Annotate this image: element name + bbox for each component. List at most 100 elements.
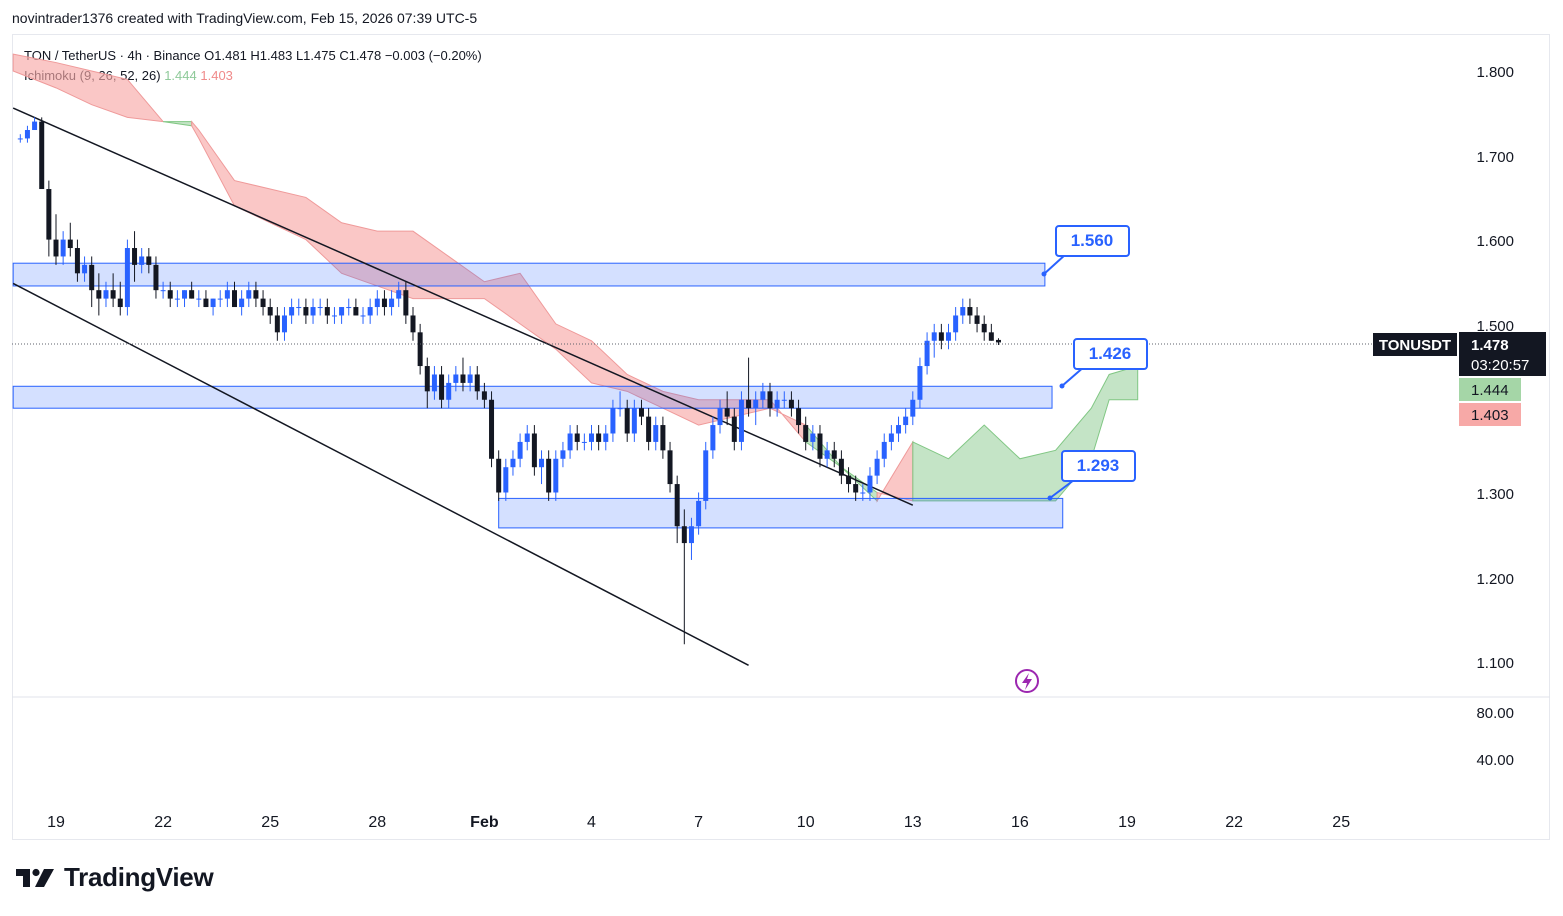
candle-body <box>431 374 437 392</box>
candle <box>324 298 330 324</box>
candle <box>53 214 59 265</box>
candle <box>232 281 237 308</box>
callout-1560[interactable]: 1.560 <box>1041 225 1130 277</box>
callout-box <box>1073 338 1148 370</box>
candle <box>217 290 223 308</box>
candle-body <box>917 366 923 400</box>
symbol-ohlc-line[interactable]: TON / TetherUS · 4h · Binance O1.481 H1.… <box>24 48 482 63</box>
candle <box>381 290 387 316</box>
candle-body <box>888 433 894 442</box>
candle-body <box>82 264 88 274</box>
candle <box>960 298 966 324</box>
candle <box>738 391 744 451</box>
zone-1.426[interactable] <box>12 385 1053 409</box>
candle <box>753 391 759 426</box>
x-tick-label: 19 <box>47 814 65 831</box>
candle <box>560 441 566 468</box>
bar-countdown-text: 03:20:57 <box>1471 357 1529 374</box>
candle <box>703 441 709 510</box>
candle <box>638 399 644 426</box>
candle <box>296 298 302 316</box>
candle-body <box>32 121 38 131</box>
candle-body <box>182 290 188 299</box>
candle-body <box>560 450 566 459</box>
candle <box>203 290 209 308</box>
upper-trendline[interactable] <box>12 107 914 506</box>
candle-body <box>460 374 466 383</box>
callout-1293[interactable]: 1.293 <box>1047 450 1136 501</box>
candle-body <box>310 307 316 316</box>
candle <box>546 450 552 501</box>
cloud-bullish <box>163 121 193 127</box>
candle <box>746 357 752 417</box>
candle <box>731 408 737 451</box>
candle-body <box>824 450 830 459</box>
candle-body <box>581 441 587 443</box>
candle-body <box>381 298 387 308</box>
candle <box>489 391 495 468</box>
candle-body <box>753 399 759 409</box>
candle <box>210 298 216 316</box>
callout-text: 1.426 <box>1089 344 1132 363</box>
last-price-text: 1.478 <box>1471 337 1509 354</box>
candle <box>239 290 245 316</box>
candle <box>517 433 523 468</box>
candle-body <box>788 399 794 409</box>
candle <box>24 125 30 143</box>
candle-body <box>596 433 602 442</box>
candle <box>60 231 66 265</box>
candle <box>353 298 359 316</box>
candle <box>431 366 437 400</box>
candle <box>660 416 666 459</box>
candle-body <box>74 248 80 274</box>
candle-body <box>874 458 880 476</box>
candle <box>132 231 138 282</box>
candle-body <box>174 298 180 300</box>
indicator-value-span-b: 1.403 <box>200 68 233 83</box>
resistance-zone-1.560[interactable] <box>12 262 1046 287</box>
candle-body <box>274 315 280 333</box>
candle <box>881 433 887 468</box>
candle-body <box>296 307 302 309</box>
x-tick-label: 13 <box>904 814 922 831</box>
tradingview-logo[interactable]: TradingView <box>14 862 214 893</box>
candle <box>410 307 416 341</box>
candle-body <box>417 332 423 367</box>
candle <box>496 450 502 501</box>
candle-body <box>838 458 844 476</box>
lower-trendline[interactable] <box>12 282 749 666</box>
candle <box>103 281 109 308</box>
oscillator-tick-label: 40.00 <box>1476 752 1514 769</box>
candle-body <box>403 290 409 316</box>
candle-body <box>610 408 616 434</box>
candle-body <box>67 239 73 249</box>
candle-body <box>239 298 245 308</box>
candle-body <box>653 425 659 442</box>
support-zone-1.293[interactable] <box>498 497 1064 529</box>
candle <box>917 357 923 409</box>
callout-1426[interactable]: 1.426 <box>1059 338 1148 389</box>
candle <box>317 298 323 316</box>
candle <box>389 290 395 316</box>
candle-body <box>474 374 480 392</box>
candle-body <box>89 264 95 291</box>
candlesticks <box>17 117 1001 645</box>
candle-body <box>803 425 809 442</box>
candle-body <box>796 408 802 426</box>
candle-body <box>760 391 766 400</box>
candle <box>424 357 430 409</box>
candle-body <box>617 408 623 410</box>
x-axis: 19 22 25 28 Feb 4 7 10 13 16 19 22 25 <box>47 814 1350 831</box>
candle <box>253 281 259 308</box>
lightning-icon[interactable] <box>1015 669 1039 693</box>
candle-body <box>396 290 402 299</box>
x-tick-label: 16 <box>1011 814 1029 831</box>
candle-body <box>703 450 709 501</box>
candle <box>617 391 623 417</box>
x-tick-label: 7 <box>694 814 703 831</box>
last-price-tag <box>1459 332 1546 376</box>
candle <box>281 307 287 341</box>
candle-body <box>988 332 994 341</box>
candle <box>46 180 52 257</box>
